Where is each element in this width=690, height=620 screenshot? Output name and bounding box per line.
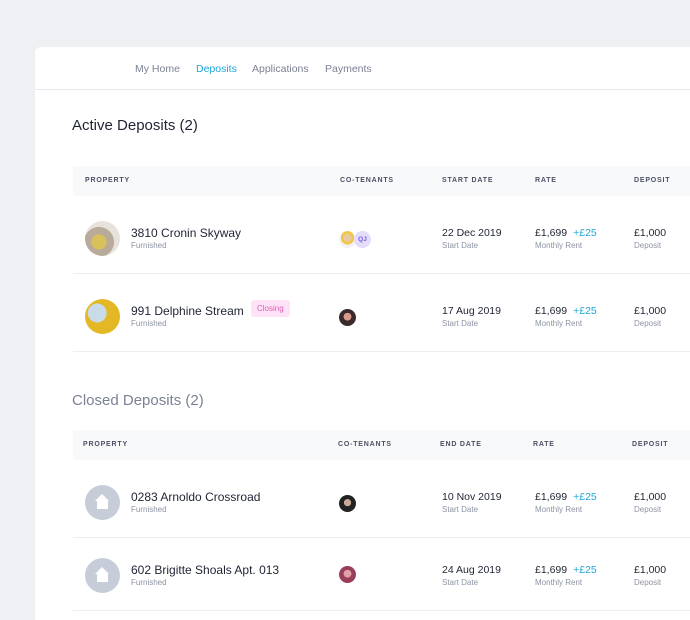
closed-table-header: PROPERTY CO-TENANTS END DATE RATE DEPOSI… <box>73 430 690 460</box>
rate-increase: +£25 <box>573 305 597 317</box>
nav-payments[interactable]: Payments <box>325 63 372 75</box>
col-start-date: START DATE <box>442 177 494 184</box>
col-deposit: DEPOSIT <box>634 177 671 184</box>
rate: £1,699 +£25 <box>535 564 597 576</box>
property-type: Furnished <box>131 319 167 328</box>
end-date: 24 Aug 2019 <box>442 564 501 576</box>
table-row[interactable]: 991 Delphine Stream Closing Furnished 17… <box>73 274 690 352</box>
col-rate: RATE <box>535 177 557 184</box>
tenant-initials-avatar[interactable]: QJ <box>354 231 371 248</box>
property-type: Furnished <box>131 578 167 587</box>
date-label: Start Date <box>442 578 479 587</box>
active-table-header: PROPERTY CO-TENANTS START DATE RATE DEPO… <box>73 166 690 196</box>
date-label: Start Date <box>442 319 479 328</box>
deposit-label: Deposit <box>634 319 662 328</box>
tenant-avatar[interactable] <box>339 495 356 512</box>
active-deposits-title: Active Deposits (2) <box>72 117 198 134</box>
house-icon <box>85 558 120 593</box>
col-co-tenants: CO-TENANTS <box>340 177 394 184</box>
property-name: 991 Delphine Stream <box>131 304 244 318</box>
rate-increase: +£25 <box>573 227 597 239</box>
end-date: 10 Nov 2019 <box>442 491 502 503</box>
rate: £1,699 +£25 <box>535 305 597 317</box>
rate-value: £1,699 <box>535 491 568 503</box>
deposit-label: Deposit <box>634 241 662 250</box>
deposit: £1,000 <box>634 564 667 576</box>
property-photo <box>85 221 120 256</box>
table-row[interactable]: 0283 Arnoldo Crossroad Furnished 10 Nov … <box>73 460 690 538</box>
rate: £1,699 +£25 <box>535 491 597 503</box>
rate-label: Monthly Rent <box>535 241 583 250</box>
property-type: Furnished <box>131 241 167 250</box>
rate-label: Monthly Rent <box>535 505 583 514</box>
tenant-avatar[interactable] <box>339 566 356 583</box>
rate-increase: +£25 <box>573 564 597 576</box>
property-name: 0283 Arnoldo Crossroad <box>131 490 261 504</box>
table-row[interactable]: 602 Brigitte Shoals Apt. 013 Furnished 2… <box>73 538 690 611</box>
deposit-label: Deposit <box>634 578 662 587</box>
date-label: Start Date <box>442 241 479 250</box>
status-badge: Closing <box>251 300 290 317</box>
deposit: £1,000 <box>634 305 667 317</box>
property-name: 3810 Cronin Skyway <box>131 226 242 240</box>
table-row[interactable]: 3810 Cronin Skyway Furnished QJ 22 Dec 2… <box>73 196 690 274</box>
deposit-label: Deposit <box>634 505 662 514</box>
col-property: PROPERTY <box>85 177 130 184</box>
date-label: Start Date <box>442 505 479 514</box>
col-end-date: END DATE <box>440 441 482 448</box>
start-date: 22 Dec 2019 <box>442 227 502 239</box>
nav-deposits[interactable]: Deposits <box>196 63 237 75</box>
col-rate: RATE <box>533 441 555 448</box>
house-icon <box>85 485 120 520</box>
rate-increase: +£25 <box>573 491 597 503</box>
rate-label: Monthly Rent <box>535 578 583 587</box>
start-date: 17 Aug 2019 <box>442 305 501 317</box>
rate-label: Monthly Rent <box>535 319 583 328</box>
deposit: £1,000 <box>634 227 667 239</box>
property-name: 602 Brigitte Shoals Apt. 013 <box>131 563 280 577</box>
col-co-tenants: CO-TENANTS <box>338 441 392 448</box>
rate-value: £1,699 <box>535 305 568 317</box>
rate: £1,699 +£25 <box>535 227 597 239</box>
tenant-avatar[interactable] <box>339 231 356 248</box>
col-deposit: DEPOSIT <box>632 441 669 448</box>
col-property: PROPERTY <box>83 441 128 448</box>
rate-value: £1,699 <box>535 564 568 576</box>
nav-my-home[interactable]: My Home <box>135 63 180 75</box>
property-photo <box>85 299 120 334</box>
top-nav: My Home Deposits Applications Payments <box>35 47 690 90</box>
deposit: £1,000 <box>634 491 667 503</box>
nav-applications[interactable]: Applications <box>252 63 309 75</box>
rate-value: £1,699 <box>535 227 568 239</box>
property-type: Furnished <box>131 505 167 514</box>
tenant-avatar[interactable] <box>339 309 356 326</box>
deposits-card: My Home Deposits Applications Payments A… <box>35 47 690 620</box>
closed-deposits-title: Closed Deposits (2) <box>72 392 204 409</box>
